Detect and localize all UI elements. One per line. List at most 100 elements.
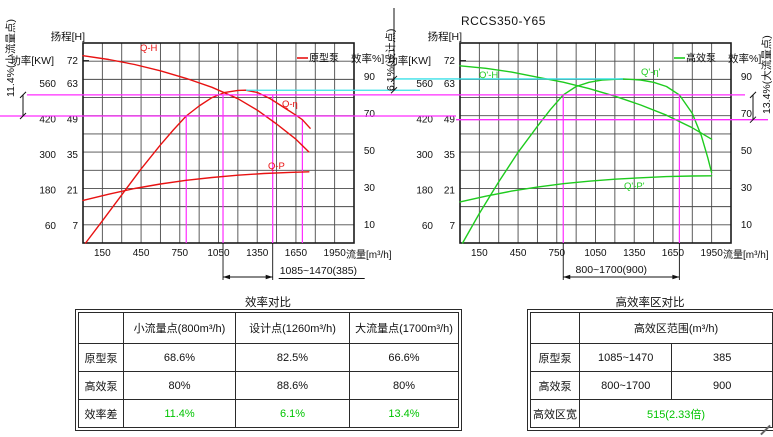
chart-grid	[459, 42, 732, 244]
dimension-tick	[390, 86, 398, 94]
value-cell: 80%	[349, 371, 459, 400]
head-tick-label: 7	[72, 221, 78, 232]
dimension-arrow	[672, 274, 680, 280]
efficiency-tick-label: 10	[364, 220, 376, 231]
efficiency-comparison-table: 小流量点(800m³/h) 设计点(1260m³/h) 大流量点(1700m³/h)…	[75, 309, 462, 431]
efficiency-tick-label: 90	[364, 72, 376, 83]
flow-axis-label: 流量[m³/h]	[723, 248, 769, 261]
column-header	[78, 312, 124, 344]
flow-tick-label: 1350	[246, 248, 269, 259]
row-label: 原型泵	[530, 343, 580, 372]
comparison-overlay	[0, 78, 768, 121]
flow-tick-label: 1050	[584, 248, 607, 259]
column-header: 大流量点(1700m³/h)	[349, 312, 459, 344]
qeta-curve-label: Q-η	[282, 99, 298, 110]
value-cell: 900	[671, 371, 773, 400]
power-tick-label: 420	[39, 114, 56, 125]
head-axis-label: 扬程[H]	[428, 30, 462, 43]
high-efficiency-pump-chart: 扬程[H] 功率[KW] 72 560 63 420 49 300 35 180 21 60 7 90 70…	[387, 30, 769, 280]
efficiency-tick-label: 30	[364, 183, 376, 194]
efficiency-tick-label: 70	[364, 109, 376, 120]
flow-tick-label: 1950	[701, 248, 724, 259]
qh-curve-label: Q-H	[140, 43, 158, 54]
head-tick-label: 7	[449, 221, 455, 232]
head-tick-label: 63	[67, 79, 79, 90]
efficiency-tick-label: 50	[741, 146, 753, 157]
table-row: 高效泵 80% 88.6% 80%	[78, 371, 459, 400]
chart-frame	[459, 42, 732, 244]
value-cell: 515(2.33倍)	[579, 399, 773, 428]
flow-tick-label: 150	[471, 248, 488, 259]
power-axis-label: 功率[KW]	[10, 54, 54, 67]
head-tick-label: 21	[67, 185, 79, 196]
zone-dimension: 800~1700(900)	[562, 243, 680, 280]
table-row: 高效泵 800~1700 900	[530, 371, 773, 400]
efficiency-tick-label: 30	[741, 183, 753, 194]
power-axis-label: 功率[KW]	[387, 54, 431, 67]
flow-tick-label: 1650	[285, 248, 308, 259]
row-label: 高效泵	[530, 371, 580, 400]
power-tick-label: 60	[422, 221, 434, 232]
power-tick-label: 180	[39, 185, 56, 196]
value-cell: 800~1700	[578, 371, 673, 400]
flow-tick-label: 1350	[623, 248, 646, 259]
design-point-diff-annotation: 6.1%(设计点)	[385, 28, 397, 91]
value-cell: 13.4%	[349, 399, 459, 428]
Q'-η'-curve	[461, 78, 713, 244]
chart-grid	[82, 42, 355, 244]
qp-curve-label: Q'-P'	[624, 181, 645, 192]
Q-H-curve	[82, 55, 310, 153]
zone-range-label: 800~1700(900)	[576, 264, 648, 276]
efficiency-axis-label: 效率%]	[728, 52, 761, 65]
efficiency-tick-label: 90	[741, 72, 753, 83]
value-cell: 6.1%	[235, 399, 350, 428]
zone-dimension: 1085~1470(385)	[222, 243, 365, 280]
efficiency-tick-label: 10	[741, 220, 753, 231]
efficiency-table: 小流量点(800m³/h) 设计点(1260m³/h) 大流量点(1700m³/h)…	[75, 309, 462, 431]
column-header: 小流量点(800m³/h)	[123, 312, 236, 344]
head-tick-label: 63	[444, 79, 456, 90]
table-header-row: 高效区范围(m³/h)	[530, 312, 773, 344]
dimension-tick	[19, 112, 27, 120]
value-cell: 80%	[123, 371, 236, 400]
flow-tick-label: 1650	[662, 248, 685, 259]
value-cell: 88.6%	[235, 371, 350, 400]
power-tick-label: 300	[416, 150, 433, 161]
head-tick-label: 35	[67, 150, 79, 161]
zone-table-title: 高效率区对比	[615, 297, 685, 309]
high-efficiency-zone-table: 高效区范围(m³/h) 原型泵 1085~1470 385 高效泵 800~1700 900…	[527, 309, 773, 431]
chart-frame	[82, 42, 355, 244]
head-tick-label: 35	[444, 150, 456, 161]
large-flow-diff-annotation: 13.4%(大流量点)	[761, 35, 773, 114]
efficiency-axis-label: 效率%]	[351, 52, 384, 65]
value-cell: 66.6%	[349, 343, 459, 372]
flow-tick-label: 750	[548, 248, 565, 259]
dimension-tick	[390, 75, 398, 83]
flow-tick-label: 1950	[324, 248, 347, 259]
value-cell: 11.4%	[123, 399, 236, 428]
row-label: 效率差	[78, 399, 124, 428]
flow-tick-label: 450	[510, 248, 527, 259]
table-header-row: 小流量点(800m³/h) 设计点(1260m³/h) 大流量点(1700m³/h)	[78, 312, 459, 344]
dimension-tick	[19, 91, 27, 99]
dimension-tick	[749, 116, 757, 124]
row-label: 原型泵	[78, 343, 124, 372]
power-tick-label: 60	[45, 221, 57, 232]
flow-axis-label: 流量[m³/h]	[346, 248, 392, 261]
row-label: 高效区宽	[530, 399, 580, 428]
qeta-curve-label: Q'-η'	[641, 67, 661, 78]
head-tick-label: 21	[444, 185, 456, 196]
power-tick-label: 420	[416, 114, 433, 125]
dimension-arrow	[265, 274, 273, 280]
pump-curves-drawing: 扬程[H] 功率[KW] 72 560 63 420 49 300 35 180 21 60 7 90 70…	[0, 8, 769, 280]
dimension-arrow	[563, 274, 571, 280]
efficiency-table-title: 效率对比	[245, 297, 291, 309]
qh-curve-label: Q'-H	[479, 70, 498, 81]
dimension-arrow	[223, 274, 231, 280]
small-flow-diff-annotation: 11.4%(小流量点)	[5, 19, 17, 97]
flow-tick-label: 450	[133, 248, 150, 259]
head-tick-label: 72	[444, 56, 456, 67]
power-tick-label: 560	[416, 79, 433, 90]
flow-tick-label: 1050	[207, 248, 230, 259]
